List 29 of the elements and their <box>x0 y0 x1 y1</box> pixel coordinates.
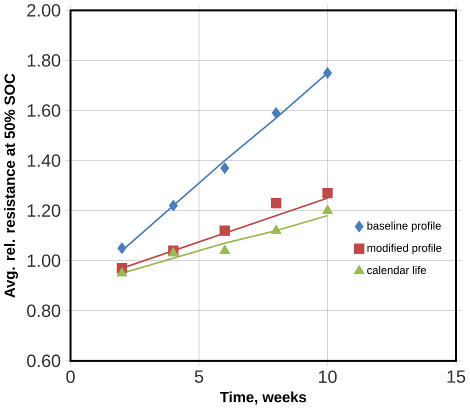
point <box>219 244 230 254</box>
x-axis-title: Time, weeks <box>220 392 306 405</box>
legend-label: baseline profile <box>367 222 441 232</box>
point <box>322 204 333 214</box>
point <box>270 224 282 234</box>
point <box>220 226 230 236</box>
y-tick-label: 1.00 <box>28 254 60 268</box>
y-tick-label: 0.60 <box>27 354 60 368</box>
y-tick-label: 1.40 <box>28 154 60 168</box>
y-tick-label: 1.20 <box>28 204 60 218</box>
x-tick-label: 0 <box>66 370 75 384</box>
point <box>220 162 230 174</box>
legend-label: modified profile <box>367 244 442 254</box>
point <box>116 267 128 277</box>
point <box>168 200 178 212</box>
y-tick-label: 2.00 <box>27 4 60 17</box>
y-axis-title: Avg. rel. resistance at 50% SOC <box>4 74 18 298</box>
y-tick-label: 0.80 <box>27 304 60 318</box>
point <box>322 188 333 199</box>
x-tick-label: 15 <box>448 370 466 384</box>
y-tick-label: 1.60 <box>28 104 60 118</box>
x-tick-label: 10 <box>319 370 337 384</box>
point <box>272 107 281 120</box>
x-tick-label: 5 <box>194 370 204 384</box>
point <box>323 67 332 80</box>
legend-label: calendar life <box>367 266 426 274</box>
y-tick-label: 1.80 <box>28 54 60 67</box>
point <box>117 242 126 254</box>
point <box>270 198 282 209</box>
